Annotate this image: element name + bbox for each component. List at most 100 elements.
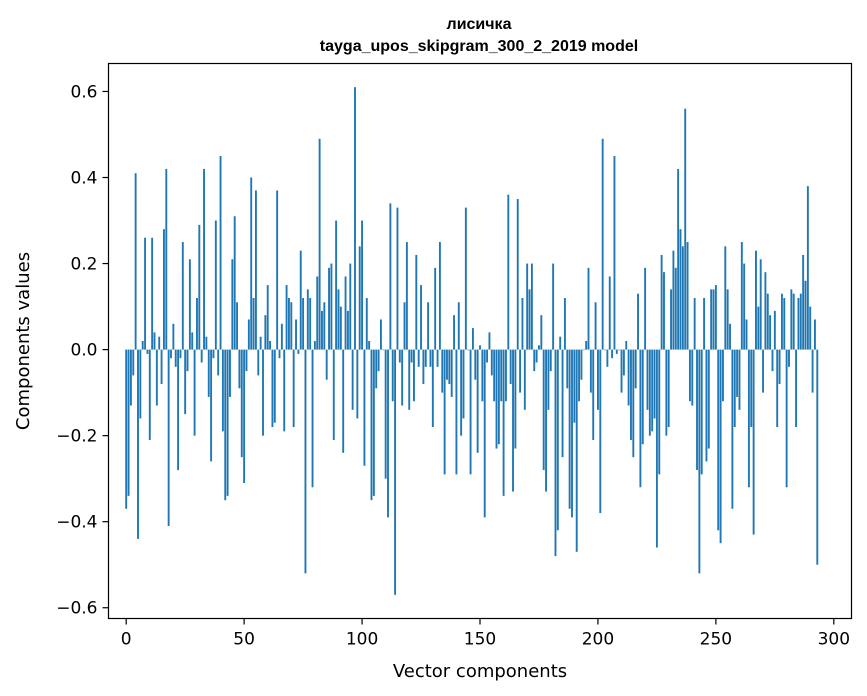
bar-213	[627, 349, 630, 406]
bar-113	[391, 349, 394, 402]
bar-248	[710, 289, 713, 350]
bar-112	[389, 203, 392, 350]
bar-58	[262, 349, 264, 436]
bar-129	[429, 349, 432, 367]
bar-8	[144, 237, 147, 350]
bar-62	[271, 349, 274, 428]
y-axis-ticks: −0.6 −0.4 −0.2 0.0 0.2 0.4 0.6	[56, 82, 109, 619]
bar-2	[129, 349, 132, 406]
bar-281	[788, 349, 790, 367]
bar-192	[578, 349, 581, 402]
bar-120	[408, 349, 411, 410]
bar-174	[535, 349, 538, 363]
bar-1	[127, 349, 130, 496]
bar-25	[184, 349, 187, 415]
bar-200	[596, 349, 599, 410]
bar-181	[552, 263, 555, 350]
bar-252	[719, 349, 722, 544]
bar-32	[200, 349, 203, 363]
bar-51	[245, 349, 248, 372]
bar-73	[297, 349, 300, 354]
bar-18	[167, 349, 170, 526]
chart-subtitle: tayga_upos_skipgram_300_2_2019 model	[320, 38, 638, 55]
bar-265	[750, 349, 753, 428]
bar-277	[778, 349, 781, 385]
bar-38	[214, 220, 217, 350]
bar-96	[351, 349, 354, 410]
bar-64	[276, 190, 279, 350]
bar-186	[563, 297, 566, 350]
bar-261	[740, 242, 743, 350]
bar-122	[413, 349, 415, 402]
bar-291	[811, 349, 814, 393]
bar-292	[814, 319, 816, 350]
bar-270	[762, 349, 764, 393]
bar-232	[672, 250, 675, 350]
bar-24	[181, 242, 184, 350]
bar-185	[561, 349, 564, 458]
bar-237	[684, 108, 687, 350]
chart-title: лисичка	[447, 16, 512, 33]
bar-10	[148, 349, 151, 440]
bar-33	[203, 168, 205, 350]
bar-263	[745, 319, 748, 350]
bar-59	[264, 315, 267, 350]
bar-231	[670, 289, 672, 350]
bar-179	[547, 349, 550, 410]
bar-55	[254, 190, 257, 350]
bar-199	[594, 302, 597, 350]
y-tick-label: 0.6	[70, 82, 97, 102]
bar-280	[785, 349, 788, 488]
bar-16	[162, 229, 165, 350]
bar-14	[158, 336, 161, 350]
bar-92	[342, 349, 345, 453]
bar-123	[415, 254, 418, 350]
bar-208	[615, 349, 618, 354]
bar-49	[240, 349, 243, 458]
bar-235	[679, 229, 682, 350]
bar-79	[311, 349, 314, 488]
bar-241	[693, 297, 696, 350]
bar-39	[217, 349, 220, 376]
bar-169	[523, 349, 526, 410]
x-axis-ticks: 0 50 100 150 200 250 300	[121, 618, 850, 650]
bar-288	[804, 280, 807, 350]
bar-43	[226, 349, 229, 496]
bar-34	[205, 336, 208, 350]
bar-187	[566, 349, 569, 389]
bar-262	[743, 263, 746, 350]
bar-22	[177, 349, 180, 471]
bar-214	[630, 349, 632, 440]
bar-131	[434, 267, 437, 350]
y-tick-label: 0.4	[70, 169, 97, 189]
bar-105	[372, 349, 375, 496]
bar-189	[571, 349, 573, 518]
bar-163	[509, 349, 512, 385]
bar-37	[212, 349, 215, 359]
bar-100	[361, 220, 364, 350]
bar-60	[266, 285, 269, 350]
bar-243	[698, 349, 701, 574]
bar-184	[559, 336, 562, 350]
bar-50	[243, 349, 246, 483]
bar-125	[420, 285, 422, 350]
bar-89	[335, 220, 338, 350]
bar-103	[368, 341, 371, 350]
bar-128	[427, 302, 430, 350]
bar-155	[490, 349, 493, 376]
bar-69	[288, 297, 290, 350]
bar-258	[733, 349, 736, 428]
bar-83	[321, 310, 323, 350]
bar-159	[500, 349, 503, 402]
bar-222	[648, 349, 651, 436]
bar-102	[365, 297, 368, 350]
bar-212	[625, 341, 628, 350]
bar-246	[705, 349, 708, 462]
bar-75	[302, 297, 305, 350]
bar-180	[549, 349, 552, 372]
bar-133	[438, 242, 441, 350]
bar-76	[304, 349, 307, 574]
bar-3	[132, 349, 135, 376]
bar-78	[309, 297, 312, 350]
